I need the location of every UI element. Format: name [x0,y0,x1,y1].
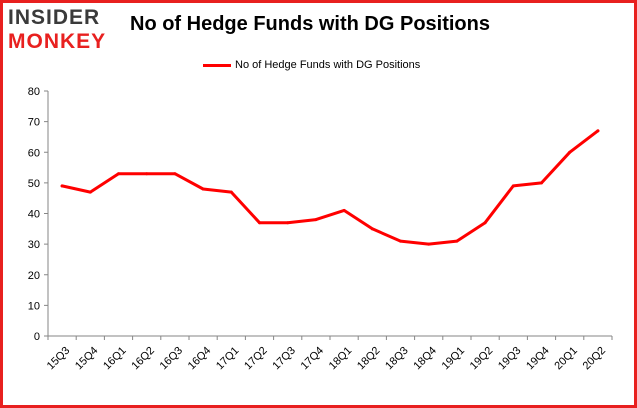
x-tick-label: 18Q4 [411,345,439,373]
logo-line-insider: INSIDER [8,6,101,29]
data-point [540,181,543,185]
x-tick-label: 17Q4 [299,345,327,373]
x-tick-label: 19Q3 [496,345,524,373]
x-tick-label: 17Q3 [270,345,298,373]
y-tick-label: 80 [28,86,40,98]
x-tick-label: 20Q2 [581,345,609,373]
insider-monkey-logo: INSIDER MONKEY [8,6,118,56]
data-point [314,218,318,222]
y-tick-label: 50 [28,178,40,190]
x-tick-label: 18Q2 [355,345,383,373]
y-tick-label: 40 [28,209,40,221]
data-point [145,172,149,176]
y-tick-label: 20 [28,270,40,282]
chart-title: No of Hedge Funds with DG Positions [130,13,490,35]
data-point [455,239,459,243]
x-tick-label: 15Q4 [73,345,101,373]
x-tick-label: 15Q3 [45,345,73,373]
data-point [511,184,515,188]
y-tick-label: 60 [28,147,40,159]
series-layer [60,129,600,246]
data-point [427,242,431,246]
x-tick-label: 19Q1 [440,345,468,373]
data-point [568,150,572,154]
y-axis: 0 10 20 30 40 50 60 70 80 [28,86,49,343]
data-point [342,208,346,212]
x-tick-label: 16Q2 [129,345,157,373]
data-point [173,172,177,176]
series-line [60,129,600,246]
data-point [60,184,64,188]
x-tick-label: 16Q1 [101,345,129,373]
legend-line-swatch [203,63,231,67]
data-point [258,221,261,225]
legend: No of Hedge Funds with DG Positions [203,57,420,73]
y-tick-label: 70 [28,117,40,129]
x-axis: 15Q3 15Q4 16Q1 16Q2 16Q3 16Q4 17Q1 17Q2 17Q3 17Q4… [45,335,613,373]
data-point [286,221,290,225]
data-point [88,190,92,194]
legend-label: No of Hedge Funds with DG Positions [235,59,421,71]
data-point [399,239,402,243]
data-point [596,129,600,133]
data-point [483,221,487,225]
x-tick-label: 16Q3 [158,345,186,373]
data-point [117,172,120,176]
data-point [201,187,205,191]
data-point [229,190,233,194]
x-tick-label: 20Q1 [552,345,580,373]
x-tick-label: 19Q2 [468,345,496,373]
x-tick-label: 16Q4 [186,345,214,373]
x-tick-label: 17Q2 [242,345,270,373]
x-tick-label: 19Q4 [524,345,552,373]
x-tick-label: 17Q1 [214,345,242,373]
x-tick-label: 18Q1 [327,345,355,373]
x-tick-label: 18Q3 [383,345,411,373]
y-tick-label: 10 [28,300,40,312]
y-tick-label: 30 [28,239,40,251]
y-tick-label: 0 [34,331,40,343]
logo-line-monkey: MONKEY [8,30,107,53]
data-point [370,227,374,231]
